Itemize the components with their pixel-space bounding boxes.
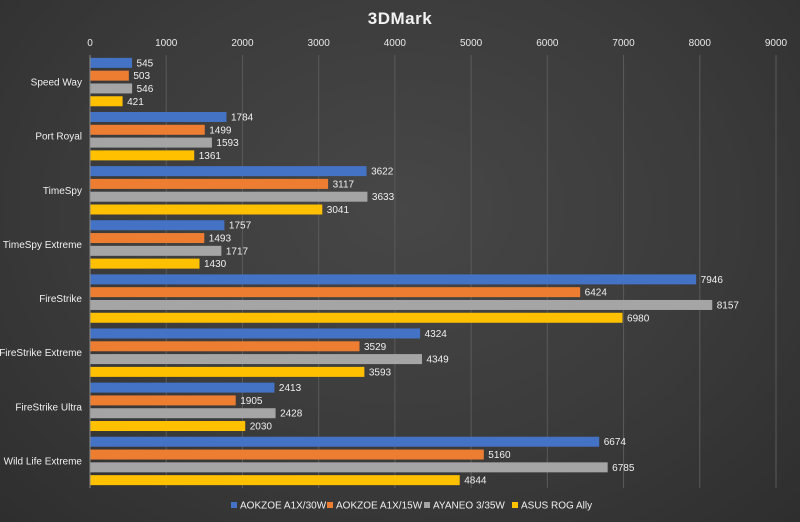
data-label: 2413 xyxy=(279,383,302,394)
legend-swatch xyxy=(512,502,518,508)
legend-swatch xyxy=(424,502,430,508)
bar xyxy=(90,258,200,269)
bar xyxy=(90,178,329,189)
bar xyxy=(90,124,205,135)
x-tick-label: 7000 xyxy=(612,38,635,49)
category-label: TimeSpy Extreme xyxy=(3,240,83,251)
bar xyxy=(90,328,421,339)
bar xyxy=(90,137,212,148)
data-label: 6674 xyxy=(604,437,627,448)
bar xyxy=(90,166,367,177)
data-label: 4349 xyxy=(426,355,449,366)
data-label: 6424 xyxy=(585,288,608,299)
legend-label: AOKZOE A1X/30W xyxy=(240,501,327,512)
bar xyxy=(90,287,581,298)
bar xyxy=(90,395,236,406)
bar xyxy=(90,96,123,107)
x-tick-label: 1000 xyxy=(155,38,178,49)
bar xyxy=(90,245,222,256)
x-tick-label: 6000 xyxy=(536,38,559,49)
category-label: FireStrike Ultra xyxy=(15,402,82,413)
data-label: 5160 xyxy=(488,450,511,461)
category-label: FireStrike Extreme xyxy=(0,348,82,359)
data-label: 3593 xyxy=(369,367,392,378)
data-label: 6980 xyxy=(627,313,650,324)
bar xyxy=(90,150,195,161)
x-tick-label: 9000 xyxy=(765,38,788,49)
bar xyxy=(90,83,133,94)
data-label: 3633 xyxy=(372,192,395,203)
legend-label: AOKZOE A1X/15W xyxy=(336,501,423,512)
x-tick-label: 3000 xyxy=(308,38,331,49)
bar xyxy=(90,354,422,365)
bar xyxy=(90,366,365,377)
data-label: 1757 xyxy=(229,221,252,232)
data-label: 1430 xyxy=(204,259,227,270)
bar xyxy=(90,408,276,419)
x-tick-label: 5000 xyxy=(460,38,483,49)
legend-swatch xyxy=(327,502,333,508)
x-tick-label: 4000 xyxy=(384,38,407,49)
data-label: 421 xyxy=(127,97,144,108)
bar xyxy=(90,233,205,244)
bar xyxy=(90,70,129,81)
data-label: 3622 xyxy=(371,167,394,178)
data-label: 4844 xyxy=(464,476,487,487)
category-label: FireStrike xyxy=(39,294,82,305)
category-label: Speed Way xyxy=(31,78,82,89)
bar xyxy=(90,436,600,447)
data-label: 8157 xyxy=(717,300,740,311)
data-label: 2030 xyxy=(250,422,273,433)
bar xyxy=(90,421,246,432)
data-label: 4324 xyxy=(425,329,448,340)
bar xyxy=(90,449,484,460)
bars: 545 503 546 421 1784 1499 1593 1361 3622 3117 3633… xyxy=(90,57,740,487)
legend-label: AYANEO 3/35W xyxy=(433,501,505,512)
data-label: 1493 xyxy=(209,234,232,245)
category-label: Port Royal xyxy=(35,132,82,143)
data-label: 545 xyxy=(137,58,154,69)
data-label: 1784 xyxy=(231,112,254,123)
bar xyxy=(90,204,323,215)
x-axis-ticks: 0 1000 2000 3000 4000 5000 6000 7000 8000 9000 xyxy=(87,38,787,49)
bar xyxy=(90,299,713,310)
data-label: 1499 xyxy=(209,125,232,136)
data-label: 3117 xyxy=(333,179,355,190)
x-tick-label: 8000 xyxy=(689,38,712,49)
bar xyxy=(90,220,225,231)
data-label: 1905 xyxy=(240,396,263,407)
data-label: 3041 xyxy=(327,205,350,216)
category-labels: Speed Way Port Royal TimeSpy TimeSpy Extrem… xyxy=(0,78,82,468)
category-label: Wild Life Extreme xyxy=(4,456,83,467)
data-label: 2428 xyxy=(280,409,303,420)
data-label: 1361 xyxy=(199,151,222,162)
bar xyxy=(90,312,623,323)
x-tick-label: 0 xyxy=(87,38,93,49)
bar xyxy=(90,274,697,285)
data-label: 7946 xyxy=(701,275,724,286)
bar xyxy=(90,462,608,473)
chart-title: 3DMark xyxy=(368,9,432,28)
data-label: 503 xyxy=(133,71,150,82)
x-tick-label: 2000 xyxy=(231,38,254,49)
data-label: 6785 xyxy=(612,463,635,474)
data-label: 3529 xyxy=(364,342,387,353)
data-label: 1717 xyxy=(226,246,249,257)
bar xyxy=(90,475,460,486)
legend-swatch xyxy=(231,502,237,508)
bar xyxy=(90,382,275,393)
legend-label: ASUS ROG Ally xyxy=(521,501,592,512)
bar xyxy=(90,341,360,352)
bar xyxy=(90,111,227,122)
category-label: TimeSpy xyxy=(43,186,82,197)
bar xyxy=(90,191,368,202)
data-label: 1593 xyxy=(216,138,239,149)
data-label: 546 xyxy=(137,84,154,95)
bar xyxy=(90,57,133,68)
legend: AOKZOE A1X/30W AOKZOE A1X/15W AYANEO 3/35W… xyxy=(231,501,592,512)
